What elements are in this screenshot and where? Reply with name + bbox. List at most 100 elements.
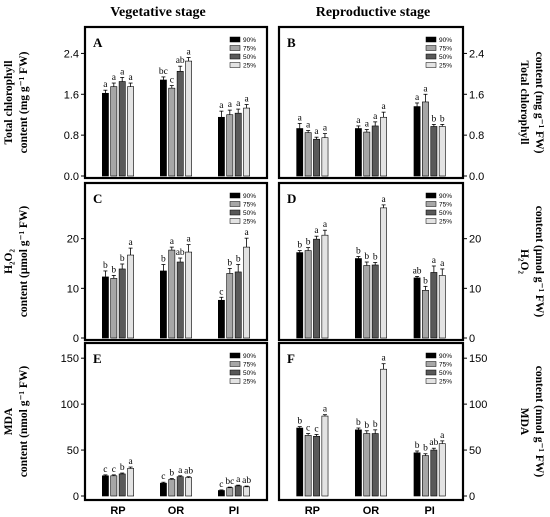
significance-letter: a (236, 99, 241, 109)
vegetative-stage-title: Vegetative stage (110, 5, 206, 20)
bar-pi-1 (226, 114, 234, 177)
legend-label: 25% (243, 219, 256, 226)
y-tick-label: 0 (469, 491, 475, 503)
bar-rp-1 (110, 278, 118, 339)
legend-label: 90% (439, 193, 452, 200)
bar-rp-2 (313, 138, 320, 177)
legend-label: 25% (243, 63, 256, 70)
bar-rp-0 (102, 475, 109, 497)
legend-label: 25% (439, 379, 452, 386)
significance-letter: ab (176, 248, 185, 258)
y-tick-label: 2.4 (64, 48, 79, 60)
legend-swatch (425, 361, 437, 367)
panel-letter: C (93, 191, 102, 206)
legend-label: 50% (439, 210, 452, 217)
significance-letter: a (432, 256, 437, 266)
legend-label: 75% (439, 46, 452, 53)
bar-rp-2 (118, 473, 126, 497)
panel-letter: E (93, 351, 102, 366)
panel-letter: D (287, 191, 296, 206)
significance-letter: b (356, 418, 361, 428)
significance-letter: bc (225, 477, 234, 487)
legend-swatch (229, 361, 241, 367)
significance-letter: a (128, 238, 133, 248)
bar-rp-2 (313, 238, 320, 339)
significance-letter: b (440, 114, 445, 124)
significance-letter: a (323, 220, 328, 230)
y-tick-label: 150 (61, 353, 79, 365)
significance-letter: b (236, 254, 241, 264)
legend-swatch (229, 36, 241, 43)
y-axis-title-sub: content (μmol g⁻¹ FW) (533, 206, 545, 318)
significance-letter: a (228, 100, 233, 110)
y-tick-label: 1.6 (64, 89, 79, 101)
bar-or-1 (363, 433, 371, 497)
panel-letter: B (287, 35, 296, 50)
bar-rp-0 (296, 427, 304, 497)
significance-letter: a (356, 116, 361, 126)
significance-letter: a (120, 67, 125, 77)
legend-swatch (425, 218, 437, 224)
y-axis-title-main: Total chlorophyll (3, 60, 15, 144)
bar-pi-3 (243, 246, 250, 339)
panel-a: A 0.0 0.8 1.6 2.4 Total chlorophyll content (m… (3, 25, 269, 183)
legend-label: 50% (243, 370, 256, 377)
significance-letter: a (128, 73, 133, 83)
bar-or-0 (354, 429, 362, 497)
significance-letter: a (112, 73, 117, 83)
significance-letter: ab (184, 467, 193, 477)
x-tick-label: RP (110, 505, 125, 517)
significance-letter: a (236, 475, 241, 485)
bar-pi-0 (413, 106, 421, 177)
significance-letter: a (323, 124, 328, 134)
bar-rp-2 (313, 435, 320, 497)
bar-or-3 (380, 368, 387, 497)
significance-letter: a (219, 101, 224, 111)
significance-letter: a (186, 48, 191, 58)
bar-pi-1 (422, 101, 429, 177)
y-tick-label: 0.8 (469, 130, 484, 142)
significance-letter: ab (242, 476, 251, 486)
significance-letter: ab (429, 438, 438, 448)
legend-label: 50% (243, 210, 256, 217)
legend-swatch (425, 53, 437, 60)
y-axis-title-main: H₂O₂ (518, 249, 530, 274)
bar-rp-2 (118, 268, 126, 339)
bar-rp-3 (321, 415, 329, 497)
legend-swatch (425, 62, 437, 68)
significance-letter: a (381, 195, 386, 205)
bar-or-1 (168, 87, 176, 177)
significance-letter: ab (413, 266, 422, 276)
bar-rp-3 (127, 254, 134, 339)
legend-label: 90% (243, 353, 256, 360)
y-axis-title-main: Total chlorophyll (518, 60, 530, 144)
legend-label: 25% (439, 219, 452, 226)
significance-letter: bc (159, 67, 168, 77)
significance-letter: a (244, 95, 249, 105)
legend-label: 25% (439, 63, 452, 70)
y-tick-label: 100 (61, 399, 79, 411)
bar-pi-2 (430, 449, 438, 497)
significance-letter: a (423, 84, 428, 94)
y-tick-label: 10 (469, 283, 481, 295)
bar-rp-3 (127, 468, 134, 497)
significance-letter: b (297, 241, 302, 251)
legend-label: 50% (439, 370, 452, 377)
significance-letter: c (103, 465, 107, 475)
bar-pi-0 (413, 452, 421, 497)
significance-letter: b (415, 441, 420, 451)
bar-rp-0 (296, 128, 304, 177)
bar-or-1 (168, 479, 176, 497)
legend-label: 75% (243, 46, 256, 53)
panel-letter: F (287, 351, 295, 366)
significance-letter: ab (176, 56, 185, 66)
bar-rp-1 (110, 475, 118, 497)
bar-or-0 (354, 128, 362, 177)
significance-letter: c (112, 465, 116, 475)
significance-letter: a (298, 113, 303, 123)
x-tick-label: RP (305, 505, 320, 517)
significance-letter: b (423, 444, 428, 454)
bar-pi-2 (430, 126, 438, 177)
